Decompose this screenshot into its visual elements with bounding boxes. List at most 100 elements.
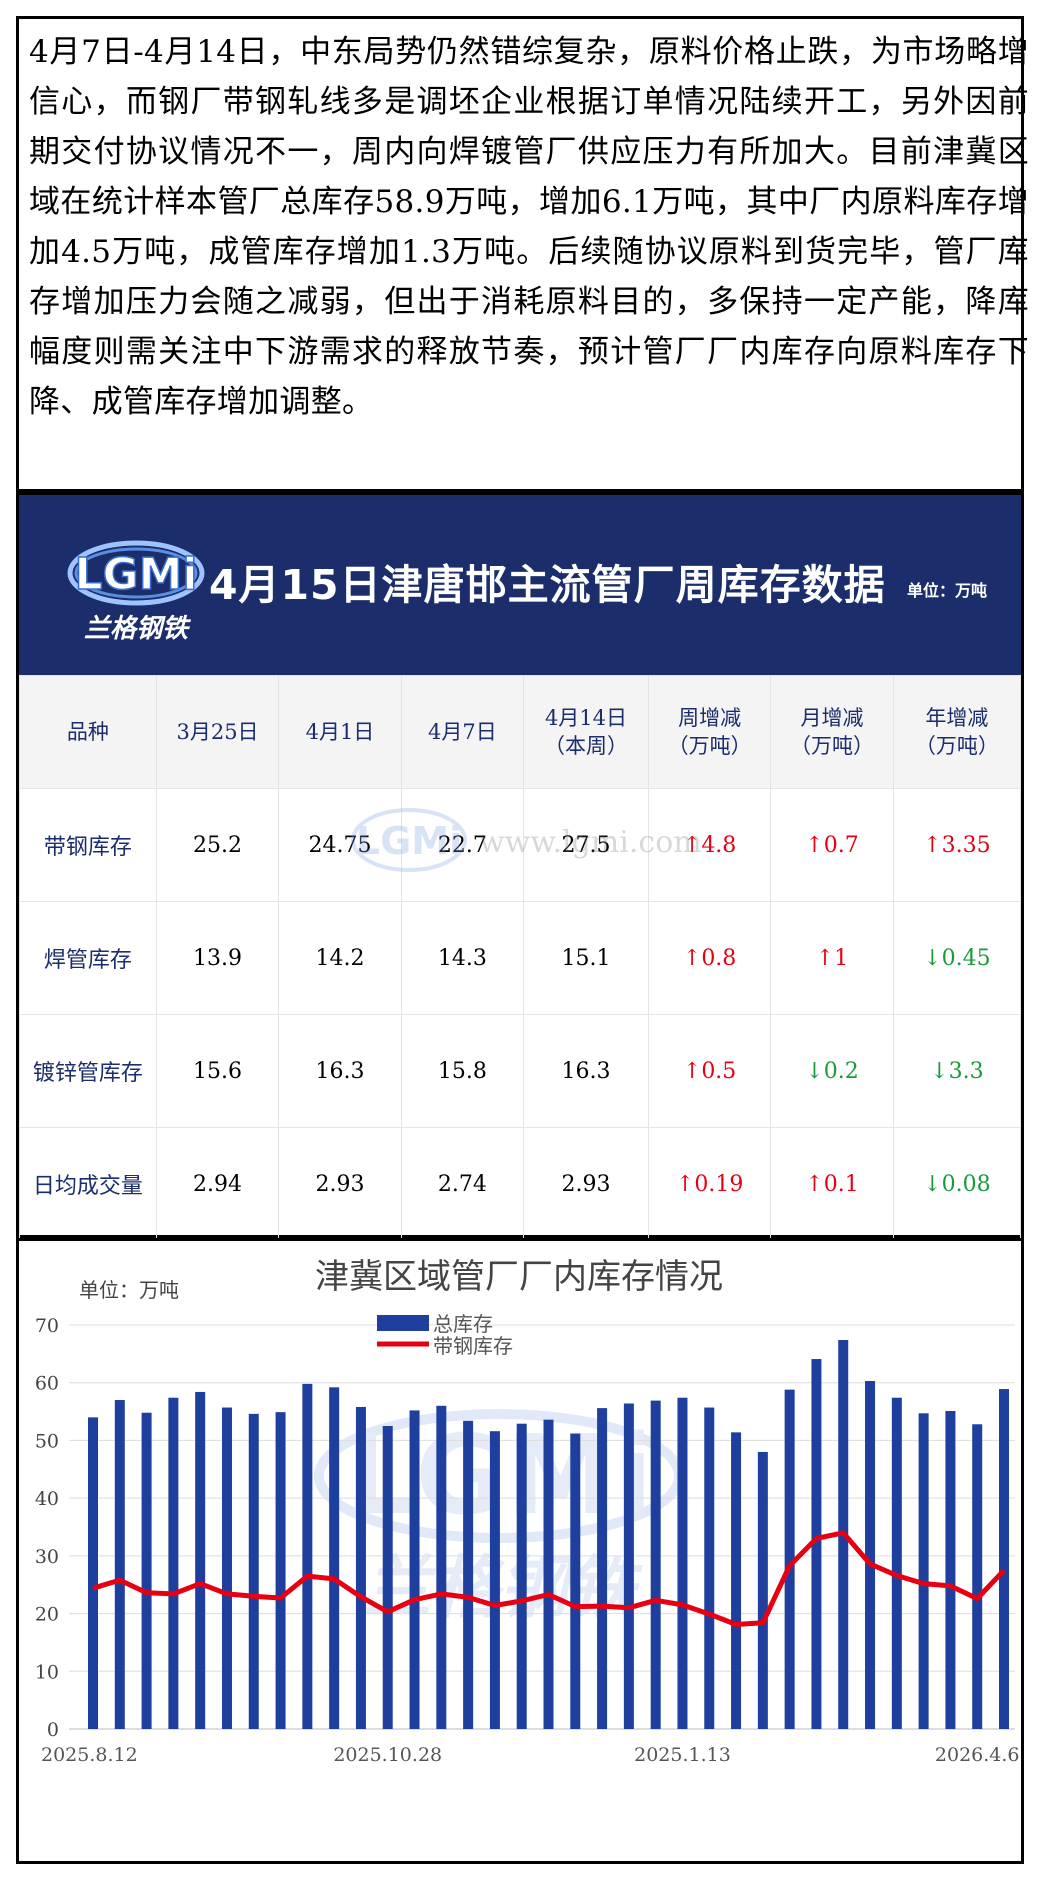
value-cell: 15.1 (523, 901, 649, 1015)
bar (141, 1412, 152, 1729)
bar (731, 1432, 742, 1729)
bar (999, 1389, 1009, 1729)
value-cell: 27.5 (523, 788, 649, 902)
bar (543, 1419, 554, 1729)
value-cell: 15.6 (155, 1014, 280, 1128)
table-header-row: 品种 3月25日 4月1日 4月7日 4月14日 （本周） 周增减 （万吨） 月增减… (19, 675, 1022, 789)
bar (945, 1410, 956, 1729)
up-arrow-icon: ↑ (923, 832, 942, 858)
year-change-cell: ↓0.08 (892, 1127, 1022, 1241)
row-name: 镀锌管库存 (19, 1014, 157, 1128)
y-tick-label: 50 (35, 1430, 59, 1452)
year-change-cell: ↑3.35 (892, 788, 1022, 902)
intro-frame: 4月7日-4月14日，中东局势仍然错综复杂，原料价格止跌，为市场略增信心，而钢厂… (16, 16, 1029, 492)
y-tick-label: 70 (35, 1315, 59, 1337)
header-cell: 3月25日 (155, 675, 280, 789)
value-cell: 13.9 (155, 901, 280, 1015)
week-change-cell: ↑4.8 (647, 788, 772, 902)
bar (489, 1431, 500, 1729)
row-name: 日均成交量 (19, 1127, 157, 1241)
x-tick-label: 2026.4.6 (935, 1744, 1020, 1766)
y-tick-label: 0 (47, 1719, 59, 1741)
value-cell: 25.2 (155, 788, 280, 902)
down-arrow-icon: ↓ (923, 945, 942, 971)
x-tick-label: 2025.1.13 (634, 1744, 731, 1766)
x-tick-label: 2025.10.28 (333, 1744, 442, 1766)
table-unit: 单位：万吨 (907, 581, 988, 600)
bar (516, 1423, 527, 1729)
week-change-cell: ↑0.19 (647, 1127, 772, 1241)
value-cell: 2.93 (278, 1127, 402, 1241)
header-cell: 4月7日 (400, 675, 525, 789)
up-arrow-icon: ↑ (805, 1171, 824, 1197)
row-name: 焊管库存 (19, 901, 157, 1015)
legend-label-bar: 总库存 (433, 1312, 493, 1336)
bar (88, 1417, 98, 1729)
y-tick-label: 60 (35, 1373, 59, 1395)
chart-title: 津冀区域管厂厂内库存情况 (315, 1257, 723, 1297)
header-cell: 4月14日 （本周） (523, 675, 649, 789)
month-change-cell: ↑0.7 (770, 788, 894, 902)
bar (918, 1413, 929, 1729)
value-cell: 14.3 (400, 901, 525, 1015)
bar (436, 1405, 447, 1729)
bar (704, 1407, 715, 1729)
up-arrow-icon: ↑ (815, 945, 835, 971)
bar (677, 1397, 688, 1729)
value-cell: 24.75 (278, 788, 402, 902)
row-name: 带钢库存 (19, 788, 157, 902)
down-arrow-icon: ↓ (923, 1171, 942, 1197)
value-cell: 16.3 (523, 1014, 649, 1128)
logo-subtext: 兰格钢铁 (84, 614, 192, 644)
week-change-cell: ↑0.8 (647, 901, 772, 1015)
year-change-cell: ↓3.3 (892, 1014, 1022, 1128)
legend: 总库存 带钢库存 (377, 1312, 513, 1358)
bar (650, 1400, 661, 1729)
header-cell: 年增减 （万吨） (892, 675, 1022, 789)
bar (275, 1412, 286, 1729)
month-change-cell: ↑0.1 (770, 1127, 894, 1241)
bar (195, 1391, 206, 1729)
header-cell: 4月1日 (278, 675, 402, 789)
bar (972, 1424, 983, 1729)
table-frame: LGMi 兰格钢铁 4月15日津唐邯主流管厂周库存数据 单位：万吨 品种 3月2… (16, 492, 1024, 1241)
y-tick-label: 30 (35, 1546, 59, 1568)
intro-paragraph: 4月7日-4月14日，中东局势仍然错综复杂，原料价格止跌，为市场略增信心，而钢厂… (29, 34, 1029, 420)
header-cell: 品种 (19, 675, 157, 789)
table-title: 4月15日津唐邯主流管厂周库存数据 (209, 561, 886, 609)
bar (597, 1408, 608, 1729)
value-cell: 2.74 (400, 1127, 525, 1241)
header-cell: 周增减 （万吨） (647, 675, 772, 789)
table-banner: LGMi 兰格钢铁 4月15日津唐邯主流管厂周库存数据 单位：万吨 (19, 495, 1021, 675)
value-cell: 22.7 (400, 788, 525, 902)
table-row: 日均成交量 2.94 2.93 2.74 2.93 ↑0.19 ↑0.1 ↓0.… (19, 1127, 1022, 1241)
bar (302, 1383, 313, 1729)
down-arrow-icon: ↓ (930, 1058, 949, 1084)
bar (865, 1380, 876, 1729)
bar (355, 1406, 366, 1729)
value-cell: 2.94 (155, 1127, 280, 1241)
up-arrow-icon: ↑ (682, 832, 702, 858)
table-row: 焊管库存 13.9 14.2 14.3 15.1 ↑0.8 ↑1 ↓0.45 (19, 901, 1022, 1015)
month-change-cell: ↑1 (770, 901, 894, 1015)
bar (409, 1410, 420, 1729)
chart-unit: 单位：万吨 (79, 1278, 179, 1302)
header-cell: 月增减 （万吨） (770, 675, 894, 789)
up-arrow-icon: ↑ (805, 832, 824, 858)
x-tick-label: 2025.8.12 (41, 1744, 138, 1766)
value-cell: 2.93 (523, 1127, 649, 1241)
week-change-cell: ↑0.5 (647, 1014, 772, 1128)
y-tick-label: 40 (35, 1488, 59, 1510)
bar (623, 1403, 634, 1729)
value-cell: 14.2 (278, 901, 402, 1015)
bar (329, 1387, 340, 1729)
bar (248, 1413, 259, 1729)
value-cell: 16.3 (278, 1014, 402, 1128)
legend-label-line: 带钢库存 (433, 1334, 513, 1358)
strip-inventory-line (92, 1530, 1006, 1627)
bar (221, 1407, 232, 1729)
bar (382, 1426, 393, 1729)
y-tick-label: 10 (35, 1661, 59, 1683)
